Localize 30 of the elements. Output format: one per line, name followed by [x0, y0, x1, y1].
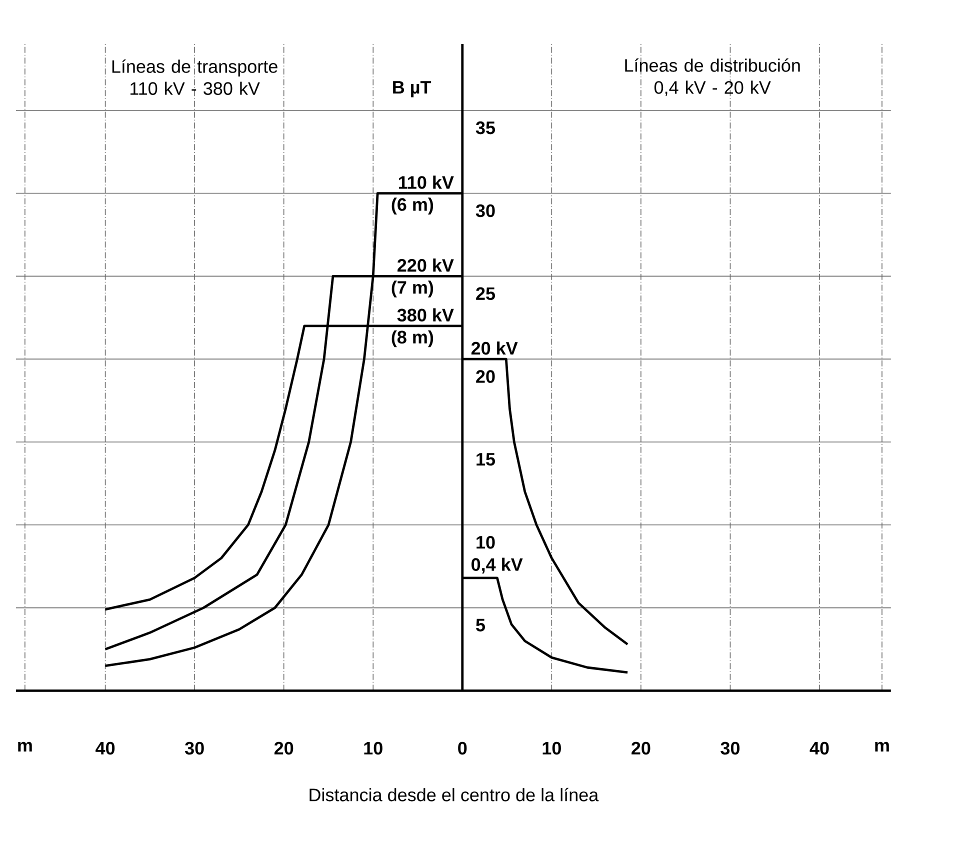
y-tick-label: 30: [476, 204, 495, 218]
series-label: 0,4 kV: [472, 558, 523, 574]
annotation: Líneas de transporte 110 kV - 380 kV: [112, 60, 278, 96]
annotation: (6 m): [392, 198, 434, 215]
annotation: (8 m): [392, 330, 434, 348]
series-label: 20 kV: [471, 342, 518, 355]
x-tick-label: m: [18, 742, 32, 752]
x-tick-label: 20: [632, 742, 650, 755]
y-tick-label: 25: [476, 287, 496, 300]
x-axis-title: Distancia desde el centro de la línea: [310, 788, 599, 802]
y-tick-label: 5: [476, 618, 485, 632]
x-tick-label: 0: [458, 742, 467, 755]
x-tick-label: 10: [542, 742, 561, 755]
x-tick-label: m: [875, 742, 889, 752]
series-label: 220 kV: [398, 258, 454, 272]
x-tick-label: 30: [184, 742, 204, 755]
x-tick-label: 20: [274, 742, 294, 755]
y-tick-label: 10: [476, 536, 495, 549]
x-tick-label: 10: [364, 742, 382, 755]
y-tick-label: 35: [476, 122, 496, 134]
annotation: (7 m): [392, 280, 434, 298]
series-label: 380 kV: [397, 308, 454, 322]
y-tick-label: 20: [476, 370, 495, 383]
series-label: 110 kV: [398, 176, 454, 189]
x-tick-label: 30: [720, 742, 740, 755]
x-tick-label: 40: [96, 742, 115, 755]
y-axis-title: B µT: [393, 81, 432, 98]
annotation: Líneas de distribución 0,4 kV - 20 kV: [625, 58, 800, 96]
y-tick-label: 15: [476, 453, 496, 466]
x-tick-label: 40: [810, 742, 829, 755]
